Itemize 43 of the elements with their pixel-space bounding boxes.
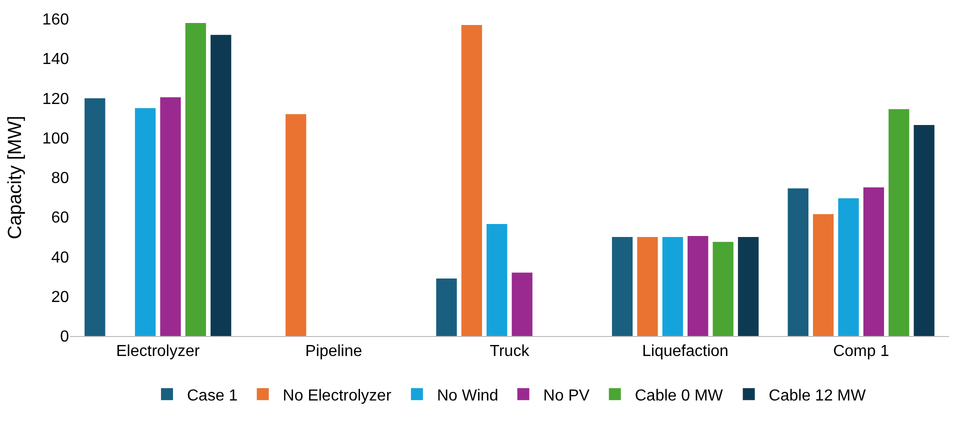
bar [210,34,232,336]
legend-label: No Wind [436,387,498,404]
x-tick-label: Liquefaction [642,343,728,360]
bar [888,109,910,336]
bar [512,272,532,336]
legend-label: Case 1 [187,387,238,404]
legend-label: Cable 0 MW [634,387,724,404]
legend-label: No Electrolyzer [282,387,392,404]
bar [612,236,633,336]
bar [461,24,482,336]
y-tick-label: 160 [42,12,70,29]
y-axis-title: Capacity [MW] [5,116,26,240]
bar [160,97,181,336]
legend-label: No PV [543,387,590,404]
bar [688,236,708,336]
bar [914,125,934,336]
bar [84,98,106,336]
legend-label: Cable 12 MW [768,387,867,404]
x-tick-label: Pipeline [305,343,362,360]
bar [712,242,734,336]
bar [436,278,457,336]
y-tick-label: 0 [60,328,70,346]
bar [286,114,306,336]
bar [863,187,884,336]
x-tick-label: Truck [490,343,530,360]
x-tick-label: Comp 1 [833,343,890,360]
y-tick-label: 80 [51,170,70,188]
bar [788,188,808,336]
y-tick-label: 20 [51,288,70,306]
bar [185,22,206,336]
bar [486,224,508,336]
bar [838,198,859,336]
y-tick-label: 140 [42,51,70,68]
x-tick-label: Electrolyzer [116,343,200,360]
bar [134,108,156,336]
y-tick-label: 120 [42,90,70,108]
y-tick-label: 60 [51,210,70,227]
bar [812,214,834,336]
bar [662,236,684,336]
bar [637,236,658,336]
y-tick-label: 40 [51,249,70,266]
bar [738,236,759,336]
y-tick-label: 100 [42,130,70,148]
